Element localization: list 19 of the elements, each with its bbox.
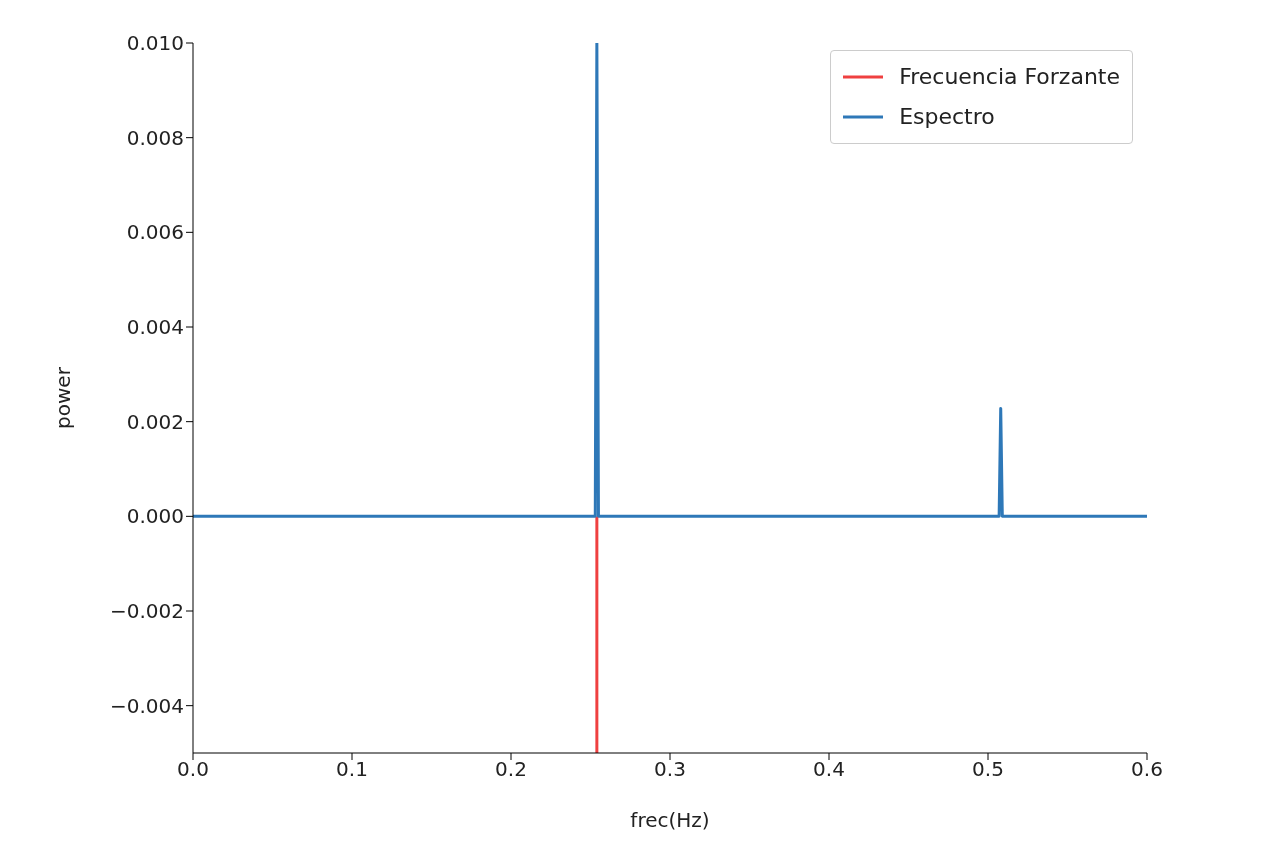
y-tick-label: 0.010 — [126, 31, 184, 56]
x-tick-label: 0.2 — [495, 757, 527, 782]
x-axis-title: frec(Hz) — [630, 808, 710, 832]
x-tick-label: 0.4 — [813, 757, 845, 782]
x-tick-label: 0.3 — [654, 757, 686, 782]
x-tick-label: 0.5 — [972, 757, 1004, 782]
y-tick-label: 0.008 — [126, 125, 184, 150]
y-tick-label: −0.002 — [109, 599, 184, 624]
x-tick-label: 0.0 — [177, 757, 209, 782]
y-tick-label: 0.006 — [126, 220, 184, 245]
y-axis-title: power — [51, 366, 76, 429]
y-tick-label: 0.000 — [126, 504, 184, 529]
legend-label: Espectro — [899, 103, 995, 131]
legend-label: Frecuencia Forzante — [899, 63, 1120, 91]
y-tick-label: 0.002 — [126, 409, 184, 434]
y-tick-label: 0.004 — [126, 315, 184, 340]
y-tick-label: −0.004 — [109, 693, 184, 718]
x-tick-label: 0.6 — [1131, 757, 1163, 782]
x-tick-label: 0.1 — [336, 757, 368, 782]
